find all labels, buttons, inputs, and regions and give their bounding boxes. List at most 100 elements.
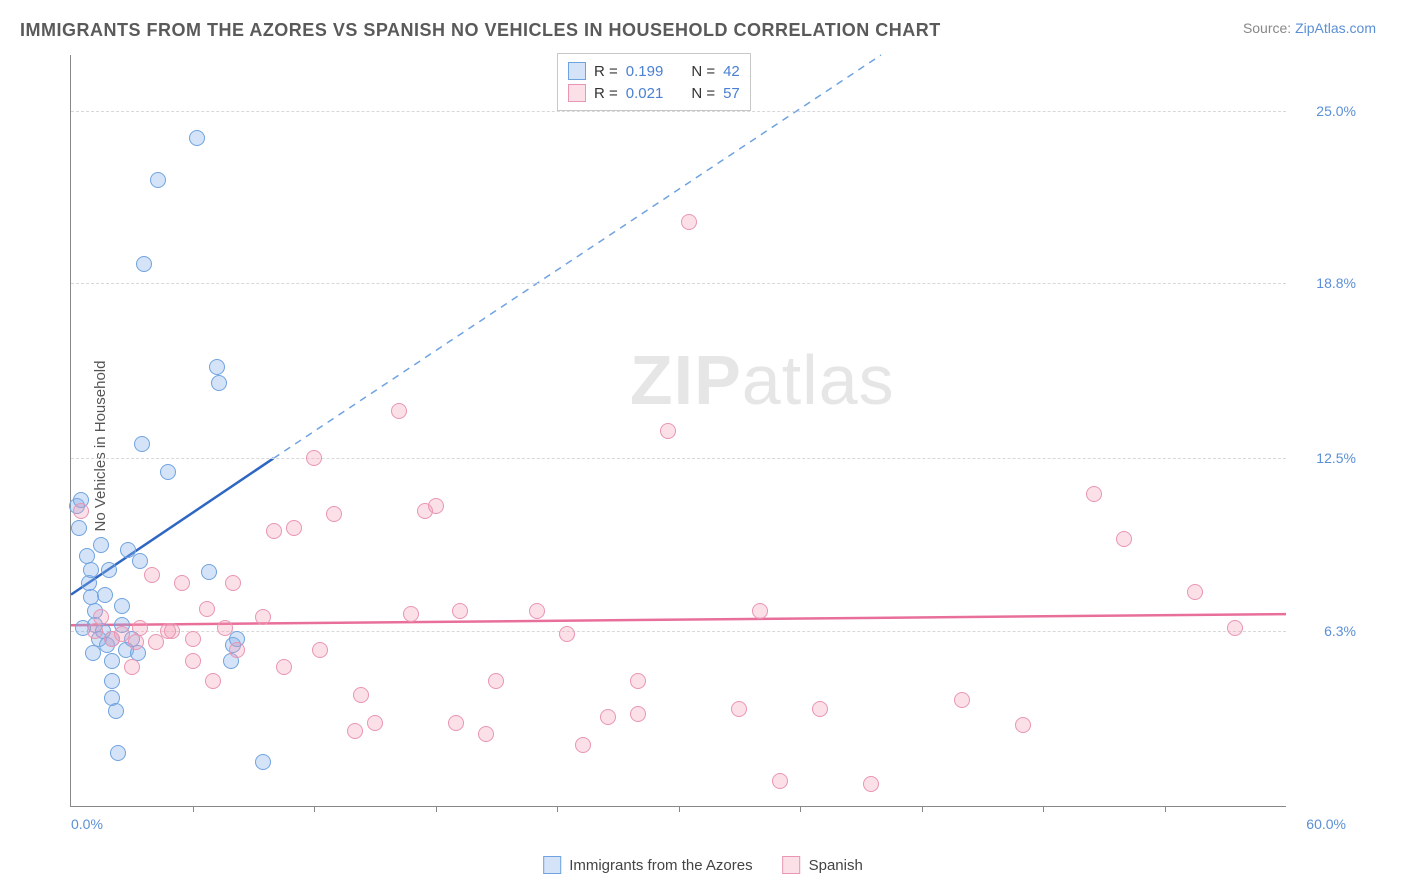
data-point-spanish (266, 523, 282, 539)
source-label: Source: ZipAtlas.com (1243, 20, 1376, 36)
data-point-spanish (391, 403, 407, 419)
data-point-spanish (312, 642, 328, 658)
x-tick (557, 806, 558, 812)
x-tick (1043, 806, 1044, 812)
legend-swatch (783, 856, 801, 874)
data-point-spanish (1187, 584, 1203, 600)
x-tick (800, 806, 801, 812)
data-point-spanish (367, 715, 383, 731)
data-point-spanish (559, 626, 575, 642)
data-point-spanish (452, 603, 468, 619)
data-point-spanish (772, 773, 788, 789)
legend-label: Spanish (809, 857, 863, 874)
data-point-spanish (73, 503, 89, 519)
data-point-spanish (286, 520, 302, 536)
data-point-spanish (347, 723, 363, 739)
data-point-spanish (1116, 531, 1132, 547)
x-max-label: 60.0% (1306, 816, 1346, 832)
y-tick-label: 25.0% (1316, 103, 1356, 119)
watermark: ZIPatlas (630, 340, 895, 420)
data-point-spanish (600, 709, 616, 725)
data-point-azores (93, 537, 109, 553)
data-point-spanish (144, 567, 160, 583)
data-point-spanish (1086, 486, 1102, 502)
data-point-spanish (160, 623, 176, 639)
data-point-spanish (326, 506, 342, 522)
legend-label: Immigrants from the Azores (569, 857, 752, 874)
data-point-azores (211, 375, 227, 391)
x-tick (436, 806, 437, 812)
gridline-h (71, 458, 1286, 459)
data-point-spanish (199, 601, 215, 617)
data-point-spanish (229, 642, 245, 658)
legend-swatch (543, 856, 561, 874)
data-point-spanish (306, 450, 322, 466)
data-point-azores (209, 359, 225, 375)
data-point-spanish (630, 673, 646, 689)
data-point-spanish (731, 701, 747, 717)
x-tick (193, 806, 194, 812)
x-tick (922, 806, 923, 812)
data-point-azores (201, 564, 217, 580)
data-point-spanish (812, 701, 828, 717)
legend-swatch-azores (568, 62, 586, 80)
data-point-spanish (478, 726, 494, 742)
data-point-azores (189, 130, 205, 146)
data-point-azores (97, 587, 113, 603)
x-min-label: 0.0% (71, 816, 103, 832)
data-point-spanish (128, 634, 144, 650)
chart-container: No Vehicles in Household ZIPatlas R = 0.… (20, 55, 1376, 837)
data-point-spanish (529, 603, 545, 619)
chart-title: IMMIGRANTS FROM THE AZORES VS SPANISH NO… (20, 20, 941, 41)
source-link[interactable]: ZipAtlas.com (1295, 20, 1376, 36)
data-point-spanish (863, 776, 879, 792)
gridline-h (71, 631, 1286, 632)
data-point-spanish (276, 659, 292, 675)
y-tick-label: 18.8% (1316, 275, 1356, 291)
data-point-spanish (132, 620, 148, 636)
data-point-spanish (660, 423, 676, 439)
data-point-spanish (488, 673, 504, 689)
data-point-spanish (87, 623, 103, 639)
data-point-spanish (124, 659, 140, 675)
data-point-spanish (93, 609, 109, 625)
data-point-spanish (448, 715, 464, 731)
trend-lines (71, 55, 1286, 806)
data-point-spanish (353, 687, 369, 703)
legend-series: Immigrants from the Azores Spanish (543, 856, 863, 874)
data-point-azores (83, 562, 99, 578)
data-point-spanish (752, 603, 768, 619)
data-point-spanish (1015, 717, 1031, 733)
legend-stat-row: R = 0.199N = 42 (568, 60, 740, 82)
data-point-azores (160, 464, 176, 480)
data-point-azores (150, 172, 166, 188)
x-tick (679, 806, 680, 812)
data-point-spanish (681, 214, 697, 230)
data-point-azores (114, 598, 130, 614)
data-point-azores (136, 256, 152, 272)
data-point-spanish (174, 575, 190, 591)
gridline-h (71, 283, 1286, 284)
data-point-spanish (1227, 620, 1243, 636)
plot-area: ZIPatlas R = 0.199N = 42R = 0.021N = 57 … (70, 55, 1286, 807)
data-point-spanish (954, 692, 970, 708)
x-tick (314, 806, 315, 812)
data-point-azores (101, 562, 117, 578)
data-point-spanish (403, 606, 419, 622)
data-point-spanish (255, 609, 271, 625)
legend-stats: R = 0.199N = 42R = 0.021N = 57 (557, 53, 751, 111)
data-point-spanish (185, 653, 201, 669)
legend-item: Spanish (783, 856, 863, 874)
data-point-azores (104, 653, 120, 669)
data-point-azores (255, 754, 271, 770)
data-point-azores (132, 553, 148, 569)
data-point-azores (110, 745, 126, 761)
y-tick-label: 6.3% (1324, 623, 1356, 639)
data-point-spanish (630, 706, 646, 722)
data-point-spanish (225, 575, 241, 591)
data-point-azores (134, 436, 150, 452)
data-point-spanish (185, 631, 201, 647)
data-point-spanish (217, 620, 233, 636)
data-point-spanish (575, 737, 591, 753)
y-tick-label: 12.5% (1316, 450, 1356, 466)
